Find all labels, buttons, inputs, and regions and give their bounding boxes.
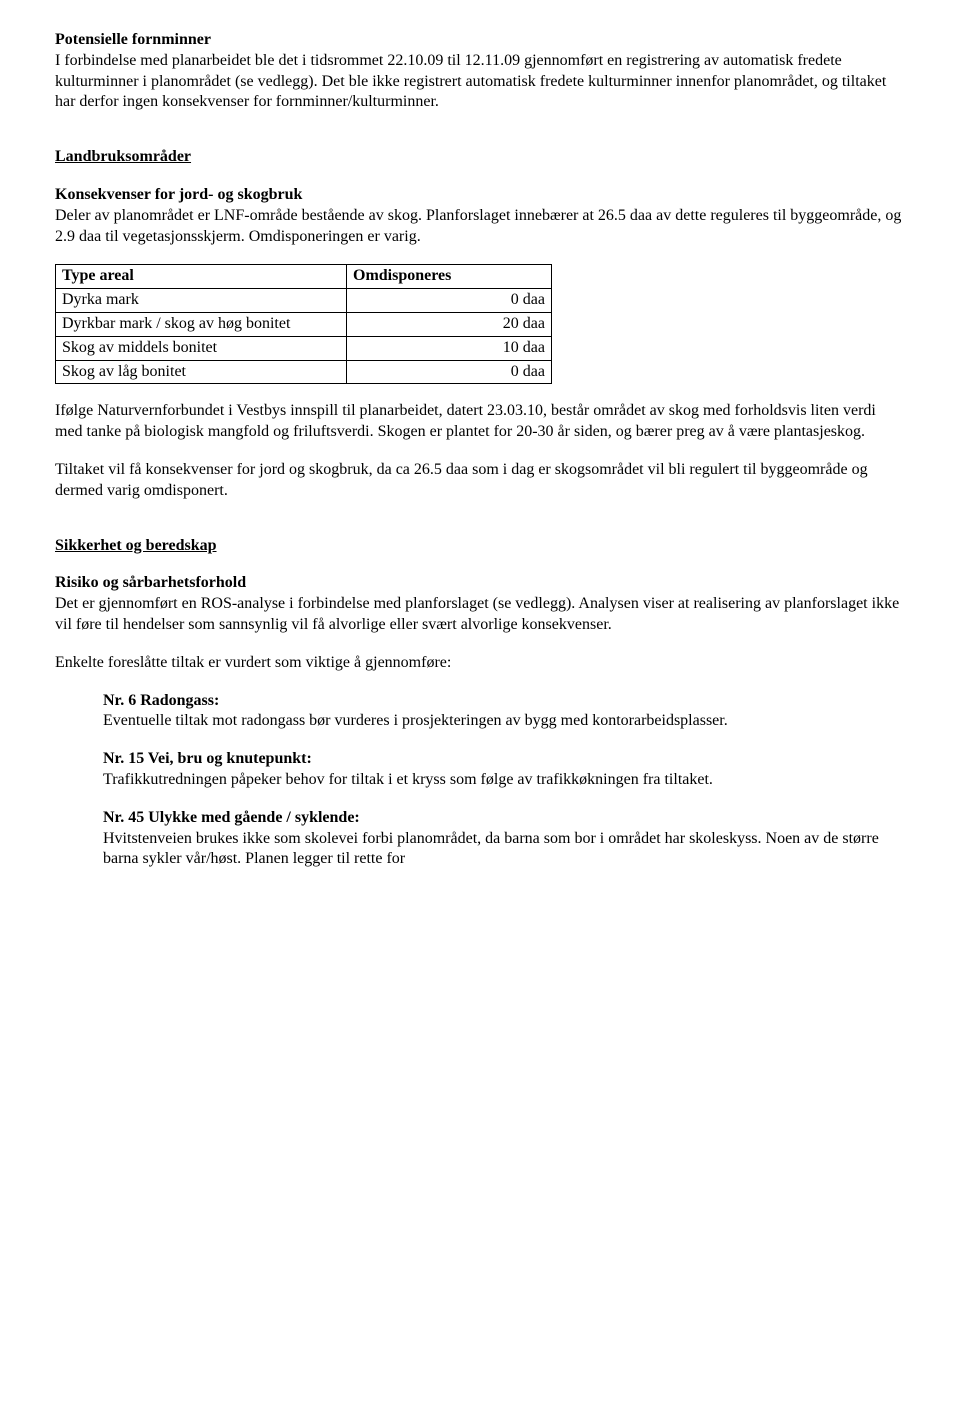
table-cell: Dyrka mark [56, 289, 347, 313]
item-heading-vei: Nr. 15 Vei, bru og knutepunkt: [103, 750, 312, 767]
item-text-radon: Eventuelle tiltak mot radongass bør vurd… [103, 712, 728, 729]
table-header-omdisp: Omdisponeres [347, 265, 552, 289]
paragraph-tiltak: Tiltaket vil få konsekvenser for jord og… [55, 460, 905, 502]
table-row: Skog av låg bonitet 0 daa [56, 360, 552, 384]
item-ulykke: Nr. 45 Ulykke med gående / syklende: Hvi… [103, 808, 905, 870]
item-text-vei: Trafikkutredningen påpeker behov for til… [103, 771, 713, 788]
table-row: Type areal Omdisponeres [56, 265, 552, 289]
table-cell: 20 daa [347, 312, 552, 336]
item-heading-ulykke: Nr. 45 Ulykke med gående / syklende: [103, 809, 360, 826]
subheading-risiko: Risiko og sårbarhetsforhold [55, 574, 246, 591]
heading-landbruk: Landbruksområder [55, 147, 905, 168]
item-vei: Nr. 15 Vei, bru og knutepunkt: Trafikkut… [103, 749, 905, 791]
table-cell: Dyrkbar mark / skog av høg bonitet [56, 312, 347, 336]
table-cell: Skog av middels bonitet [56, 336, 347, 360]
section-fornminner: Potensielle fornminner I forbindelse med… [55, 30, 905, 113]
paragraph-risiko: Det er gjennomført en ROS-analyse i forb… [55, 595, 899, 633]
paragraph-fornminner: I forbindelse med planarbeidet ble det i… [55, 52, 886, 111]
table-cell: 0 daa [347, 360, 552, 384]
section-risiko: Risiko og sårbarhetsforhold Det er gjenn… [55, 573, 905, 635]
table-row: Dyrkbar mark / skog av høg bonitet 20 da… [56, 312, 552, 336]
paragraph-foreslatte: Enkelte foreslåtte tiltak er vurdert som… [55, 653, 905, 674]
table-row: Skog av middels bonitet 10 daa [56, 336, 552, 360]
table-row: Dyrka mark 0 daa [56, 289, 552, 313]
table-cell: 0 daa [347, 289, 552, 313]
paragraph-konsekvenser: Deler av planområdet er LNF-område bestå… [55, 207, 901, 245]
table-cell: 10 daa [347, 336, 552, 360]
heading-sikkerhet: Sikkerhet og beredskap [55, 536, 905, 557]
item-radon: Nr. 6 Radongass: Eventuelle tiltak mot r… [103, 691, 905, 733]
subheading-konsekvenser: Konsekvenser for jord- og skogbruk [55, 186, 302, 203]
paragraph-naturvern: Ifølge Naturvernforbundet i Vestbys inns… [55, 401, 905, 443]
item-text-ulykke: Hvitstenveien brukes ikke som skolevei f… [103, 830, 879, 868]
heading-fornminner: Potensielle fornminner [55, 31, 211, 48]
areal-table: Type areal Omdisponeres Dyrka mark 0 daa… [55, 264, 552, 384]
table-cell: Skog av låg bonitet [56, 360, 347, 384]
section-konsekvenser: Konsekvenser for jord- og skogbruk Deler… [55, 185, 905, 247]
table-header-type: Type areal [56, 265, 347, 289]
item-heading-radon: Nr. 6 Radongass: [103, 692, 219, 709]
